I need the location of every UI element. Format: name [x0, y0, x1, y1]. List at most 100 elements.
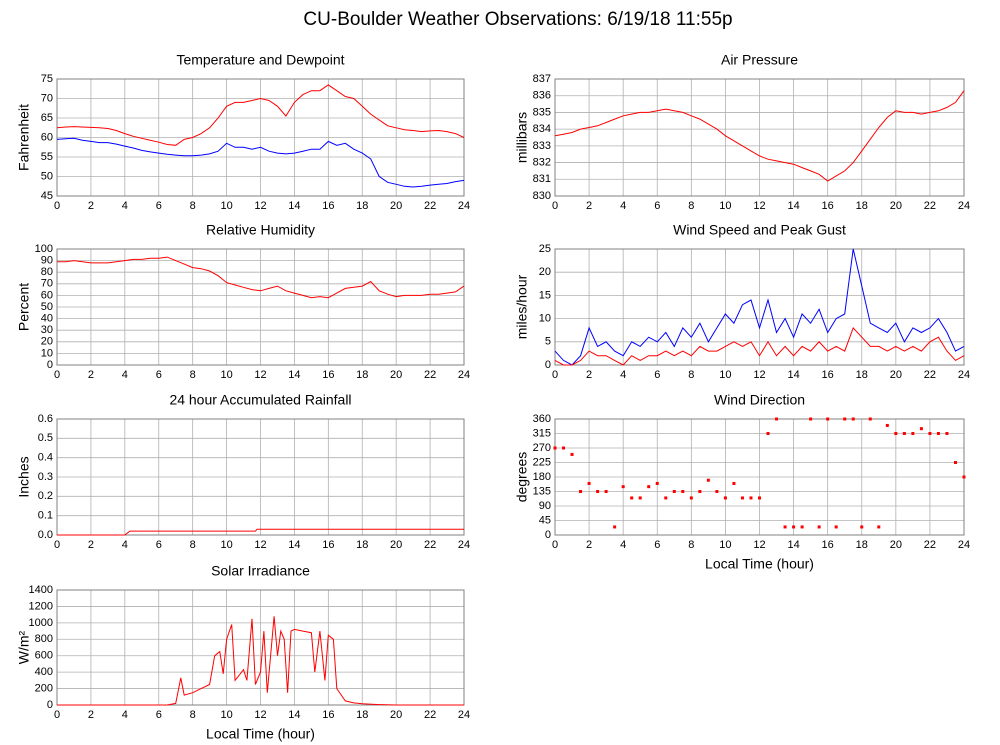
point: [672, 490, 676, 493]
point: [962, 475, 966, 479]
page-title: CU-Boulder Weather Observations: 6/19/18…: [303, 9, 732, 30]
y-tick-label: 55: [41, 151, 53, 163]
point: [800, 525, 804, 529]
x-tick-label: 16: [822, 369, 834, 381]
y-tick-label: 831: [533, 173, 551, 185]
point: [740, 496, 744, 500]
point: [792, 525, 796, 529]
x-tick-label: 24: [458, 369, 470, 381]
point: [681, 490, 685, 493]
point: [604, 490, 608, 493]
point: [715, 490, 719, 493]
x-tick-label: 6: [654, 369, 660, 381]
point: [587, 481, 591, 485]
x-tick-label: 12: [254, 369, 266, 381]
x-tick-label: 24: [958, 539, 970, 551]
y-axis-label: Percent: [16, 283, 32, 331]
x-tick-label: 4: [620, 369, 626, 381]
x-tick-label: 14: [787, 539, 799, 551]
x-tick-label: 0: [552, 539, 558, 551]
y-tick-label: 65: [41, 112, 53, 124]
x-tick-label: 10: [220, 200, 232, 212]
y-tick-label: 830: [533, 190, 551, 202]
point: [809, 417, 813, 421]
y-tick-label: 0: [545, 529, 551, 541]
y-axis-label: millibars: [514, 112, 530, 163]
y-tick-label: 0.5: [38, 432, 53, 444]
y-tick-label: 835: [533, 106, 551, 118]
point: [758, 496, 761, 500]
x-tick-label: 6: [156, 539, 162, 551]
y-tick-label: 5: [545, 336, 551, 348]
x-tick-label: 18: [356, 369, 368, 381]
y-tick-label: 90: [41, 255, 53, 267]
y-tick-label: 0: [47, 699, 53, 711]
y-tick-label: 135: [533, 485, 551, 497]
plot-frame: [56, 418, 465, 536]
point: [860, 525, 864, 529]
y-tick-label: 80: [41, 266, 53, 278]
x-tick-label: 20: [390, 539, 402, 551]
x-tick-label: 8: [190, 709, 196, 721]
x-tick-label: 6: [654, 200, 660, 212]
y-tick-label: 1200: [29, 600, 53, 612]
x-tick-label: 4: [122, 709, 128, 721]
y-tick-label: 20: [539, 266, 551, 278]
x-tick-label: 14: [288, 200, 300, 212]
x-tick-label: 16: [322, 200, 334, 212]
y-tick-label: 45: [539, 514, 551, 526]
y-tick-label: 270: [533, 442, 551, 454]
x-tick-label: 0: [54, 200, 60, 212]
y-tick-label: 0.1: [38, 510, 53, 522]
x-tick-label: 18: [356, 539, 368, 551]
x-tick-label: 8: [190, 200, 196, 212]
x-tick-label: 2: [88, 369, 94, 381]
y-tick-label: 40: [41, 313, 53, 325]
point: [655, 481, 659, 485]
y-tick-label: 315: [533, 427, 551, 439]
point: [570, 452, 574, 456]
y-tick-label: 90: [539, 500, 551, 512]
y-tick-label: 0: [545, 359, 551, 371]
x-tick-label: 14: [787, 369, 799, 381]
y-tick-label: 837: [533, 73, 551, 85]
x-tick-label: 2: [586, 200, 592, 212]
y-tick-label: 50: [41, 301, 53, 313]
series-line: [56, 84, 465, 146]
x-tick-label: 12: [753, 539, 765, 551]
y-axis-label: Fahrenheit: [16, 104, 32, 171]
x-tick-label: 20: [890, 200, 902, 212]
point: [868, 417, 872, 421]
x-tick-label: 2: [586, 539, 592, 551]
x-tick-label: 4: [122, 200, 128, 212]
y-tick-label: 15: [539, 289, 551, 301]
y-tick-label: 200: [35, 682, 53, 694]
x-tick-label: 10: [719, 539, 731, 551]
y-axis-label: W/m²: [16, 630, 32, 664]
y-tick-label: 0.2: [38, 490, 53, 502]
point: [732, 481, 736, 485]
point: [885, 423, 889, 427]
x-tick-label: 16: [822, 200, 834, 212]
x-tick-label: 6: [156, 369, 162, 381]
plot-frame: [554, 248, 965, 366]
x-tick-label: 22: [424, 200, 436, 212]
panel-title: Temperature and Dewpoint: [176, 52, 344, 68]
x-tick-label: 10: [220, 539, 232, 551]
x-tick-label: 12: [254, 539, 266, 551]
x-tick-label: 4: [122, 539, 128, 551]
x-tick-label: 22: [924, 539, 936, 551]
x-tick-label: 8: [688, 539, 694, 551]
y-tick-label: 1400: [29, 584, 53, 596]
x-tick-label: 2: [88, 200, 94, 212]
x-tick-label: 24: [958, 369, 970, 381]
x-tick-label: 4: [620, 539, 626, 551]
series-line: [57, 256, 465, 299]
y-tick-label: 0.6: [38, 413, 53, 425]
x-tick-label: 0: [552, 200, 558, 212]
x-tick-label: 14: [787, 200, 799, 212]
x-tick-label: 20: [890, 369, 902, 381]
y-tick-label: 10: [41, 347, 53, 359]
